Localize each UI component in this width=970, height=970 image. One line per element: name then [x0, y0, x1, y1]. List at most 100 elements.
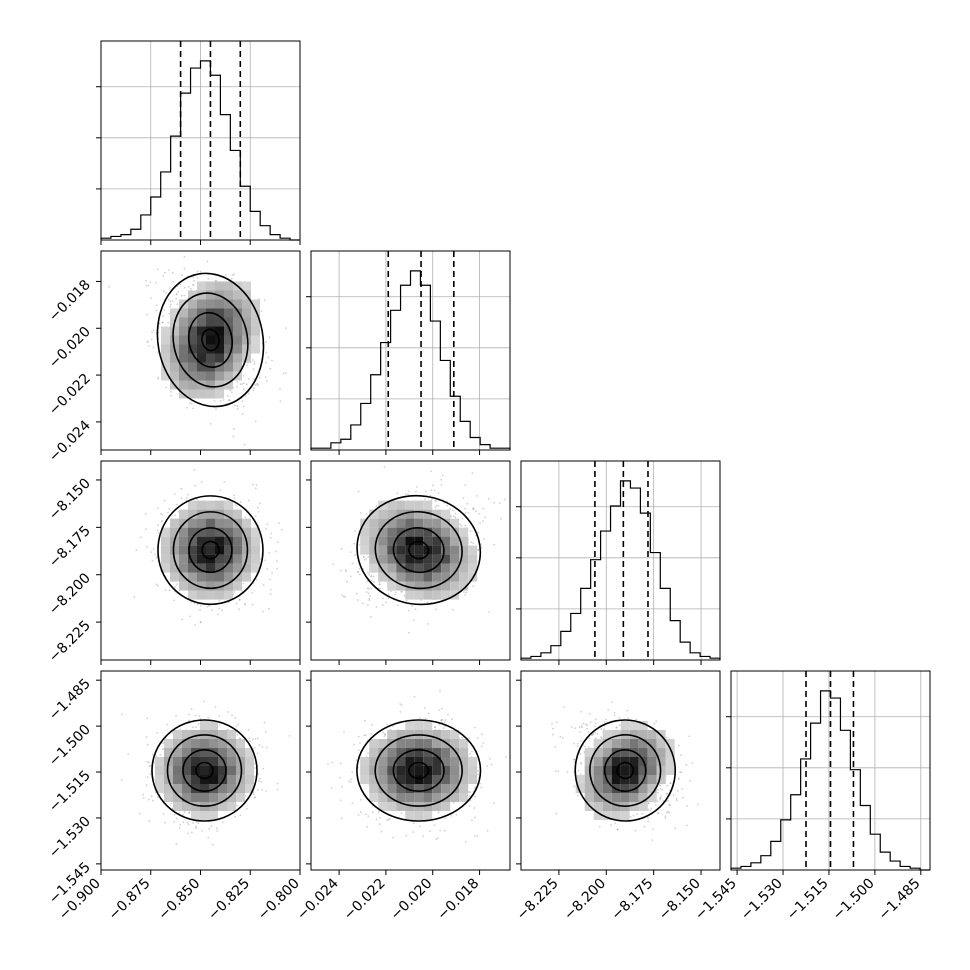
density-cell: [173, 757, 182, 766]
sample-point: [166, 723, 168, 726]
density-cell: [224, 380, 233, 390]
sample-point: [251, 738, 254, 741]
sample-point: [435, 608, 438, 611]
density-cell: [206, 290, 215, 300]
density-cell: [360, 545, 370, 555]
density-cell: [161, 326, 170, 336]
density-cell: [233, 545, 242, 555]
density-cell: [161, 536, 170, 546]
sample-point: [405, 834, 408, 837]
sample-point: [382, 731, 385, 734]
sample-point: [434, 726, 436, 728]
density-cell: [188, 563, 197, 573]
density-cell: [179, 371, 188, 381]
sample-point: [256, 506, 259, 509]
density-cell: [432, 572, 442, 582]
sample-point: [208, 827, 211, 830]
sample-point: [419, 825, 421, 828]
density-cell: [459, 527, 469, 537]
sample-point: [449, 507, 452, 510]
sample-point: [327, 763, 329, 766]
density-cell: [441, 545, 451, 555]
sample-point: [183, 811, 186, 813]
density-cell: [441, 563, 451, 573]
density-cell: [215, 317, 224, 327]
pair-panel-1-0: [108, 255, 287, 446]
density-cell: [188, 353, 197, 363]
sample-point: [469, 530, 472, 532]
sample-point: [412, 619, 415, 622]
sample-point: [191, 831, 193, 834]
sample-point: [251, 603, 254, 606]
sample-point: [176, 583, 178, 585]
sample-point: [486, 765, 489, 767]
density-cell: [224, 344, 233, 354]
sample-point: [463, 591, 465, 593]
sample-point: [437, 492, 440, 494]
sample-point: [356, 599, 359, 601]
sample-point: [340, 817, 343, 820]
sample-point: [221, 609, 224, 612]
density-cell: [206, 326, 215, 336]
sample-point: [359, 742, 361, 744]
sample-point: [183, 255, 186, 258]
sample-point: [147, 340, 150, 343]
sample-point: [351, 771, 354, 774]
sample-point: [370, 575, 373, 577]
density-cell: [209, 721, 218, 730]
sample-point: [127, 752, 130, 755]
sample-point: [242, 582, 245, 585]
sample-point: [168, 589, 171, 592]
sample-point: [161, 321, 164, 324]
sample-point: [468, 795, 471, 797]
density-cell: [200, 766, 209, 775]
density-cell: [369, 766, 379, 775]
density-cell: [197, 371, 206, 381]
sample-point: [446, 504, 448, 507]
sample-point: [253, 378, 256, 380]
density-cell: [161, 344, 170, 354]
density-cell: [179, 554, 188, 564]
sample-point: [197, 723, 200, 725]
density-cell: [170, 518, 179, 528]
sample-point: [233, 273, 235, 276]
sample-point: [149, 281, 152, 284]
density-cell: [161, 371, 170, 381]
sample-point: [120, 779, 123, 781]
sample-point: [284, 327, 287, 329]
sample-point: [186, 821, 189, 824]
sample-point: [233, 404, 236, 407]
sample-point: [187, 493, 190, 496]
density-cell: [414, 739, 424, 748]
sample-point: [162, 315, 165, 318]
sample-point: [472, 542, 475, 544]
density-cell: [188, 290, 197, 300]
density-cell: [161, 335, 170, 345]
sample-point: [380, 830, 383, 833]
density-cell: [188, 371, 197, 381]
density-cell: [161, 362, 170, 372]
sample-point: [439, 689, 441, 692]
sample-point: [256, 789, 259, 791]
sample-point: [267, 607, 270, 610]
density-cell: [206, 572, 215, 582]
sample-point: [192, 284, 194, 287]
sample-point: [339, 569, 342, 572]
sample-point: [156, 268, 159, 271]
sample-point: [241, 383, 243, 385]
density-cell: [414, 721, 424, 730]
sample-point: [230, 277, 233, 280]
sample-point: [392, 725, 395, 728]
sample-point: [394, 593, 396, 596]
sample-point: [341, 594, 344, 597]
sample-point: [227, 711, 229, 713]
sample-point: [467, 511, 470, 514]
density-cell: [227, 757, 236, 766]
sample-point: [403, 594, 406, 597]
sample-point: [461, 736, 464, 739]
sample-point: [362, 556, 365, 558]
density-cell: [200, 739, 209, 748]
sample-point: [370, 733, 373, 735]
density-cell: [197, 362, 206, 372]
density-cell: [423, 793, 433, 802]
